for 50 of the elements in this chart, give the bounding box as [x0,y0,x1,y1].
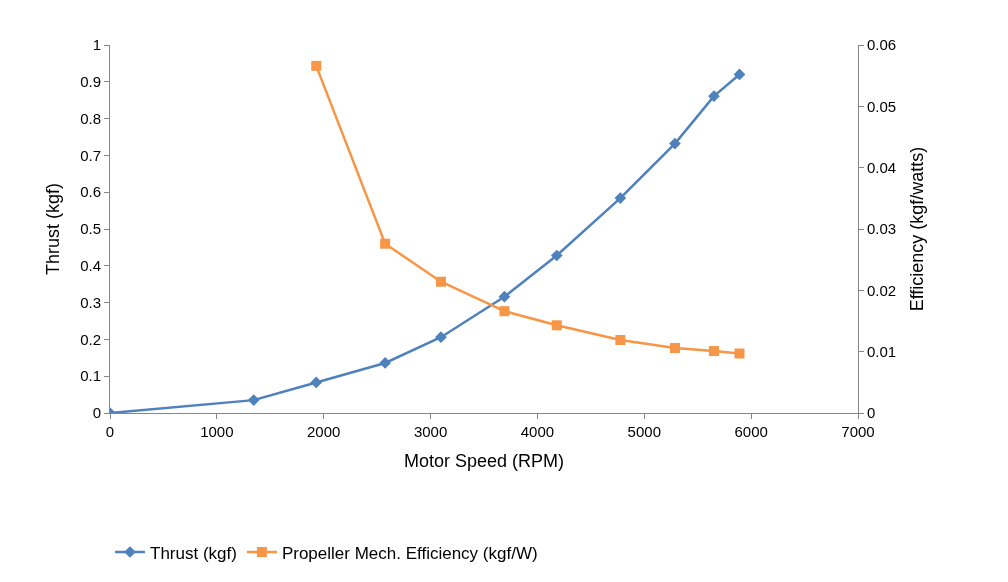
point [550,249,563,262]
y-tick-label: 0.7 [80,146,101,164]
x-tick-label: 0 [105,423,115,440]
point [379,357,392,369]
point [615,335,626,346]
y2-tick-label: 0.02 [867,281,897,299]
point [708,90,720,102]
point [498,290,511,303]
y2-tick-label: 0 [867,404,876,422]
y2-tick-label: 0.05 [867,97,897,115]
y2-tick-label: 0.04 [867,158,897,176]
y-tick-label: 1 [92,36,101,54]
point [499,306,510,317]
point [669,342,680,353]
point [551,320,562,331]
point [435,276,446,287]
y2-tick-label: 0.03 [867,220,897,238]
y-tick-label: 0.5 [80,220,101,238]
legend-label: Propeller Mech. Efficiency (kgf/W) [281,543,538,563]
y-tick-label: 0.2 [80,330,101,348]
point [247,394,260,406]
y-tick-label: 0 [92,404,101,422]
x-tick-label: 5000 [627,423,661,440]
point [380,238,391,249]
y-tick-label: 0.3 [80,293,101,311]
y-tick-label: 0.4 [80,257,101,275]
x-tick-label: 3000 [413,423,448,440]
y-tick-label: 0.6 [80,183,101,201]
y-axis-title: Thrust (kgf) [43,182,64,276]
point [435,331,447,344]
x-tick-label: 2000 [307,423,341,440]
y2-tick-label: 0.01 [867,342,897,360]
point [733,68,746,81]
x-tick-label: 6000 [734,423,768,440]
legend-label: Thrust (kgf) [150,543,237,563]
point [734,348,745,359]
point [708,346,719,357]
x-tick-label: 1000 [200,423,234,440]
x-tick-label: 7000 [841,423,875,440]
y-tick-label: 0.9 [80,73,101,91]
point [614,192,627,204]
point [310,376,323,389]
y2-tick-label: 0.06 [867,36,897,54]
x-axis-title: Motor Speed (RPM) [403,451,565,472]
point [669,137,681,150]
y-tick-label: 0.1 [80,367,101,385]
y-tick-label: 0.8 [80,109,101,127]
y2-axis-title: Efficiency (kgf/watts) [907,146,928,312]
x-tick-label: 4000 [520,423,555,440]
point [311,60,322,71]
